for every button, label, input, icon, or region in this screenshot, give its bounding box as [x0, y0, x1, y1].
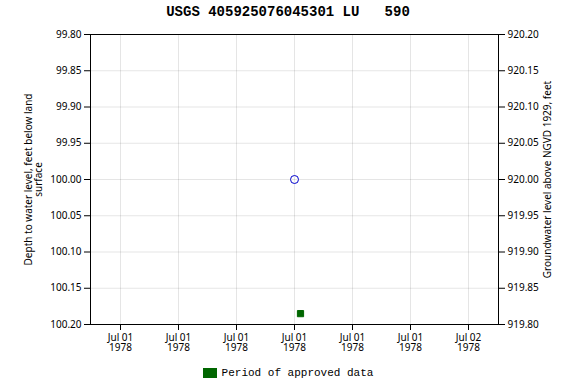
- svg-text:99.95: 99.95: [56, 135, 82, 149]
- svg-text:Jul 011978: Jul 011978: [223, 330, 250, 354]
- svg-text:99.85: 99.85: [56, 63, 82, 77]
- html-text:Period of approved data: Period of approved data: [221, 367, 374, 379]
- svg-text:920.05: 920.05: [508, 135, 540, 149]
- svg-text:920.15: 920.15: [508, 63, 540, 77]
- svg-text:919.80: 919.80: [508, 317, 540, 331]
- svg-text:919.85: 919.85: [508, 280, 540, 294]
- svg-text:Jul 011978: Jul 011978: [281, 330, 308, 354]
- svg-text:100.00: 100.00: [50, 172, 82, 186]
- svg-text:920.20: 920.20: [508, 27, 540, 41]
- svg-text:919.90: 919.90: [508, 244, 540, 258]
- svg-text:920.10: 920.10: [508, 99, 540, 113]
- svg-text:100.05: 100.05: [50, 208, 82, 222]
- svg-text:Jul 011978: Jul 011978: [165, 330, 192, 354]
- svg-text:99.80: 99.80: [56, 27, 82, 41]
- svg-text:100.20: 100.20: [50, 317, 82, 331]
- svg-text:Groundwater level above NGVD 1: Groundwater level above NGVD 1929, feet: [540, 80, 554, 278]
- svg-text:920.00: 920.00: [508, 172, 540, 186]
- html-text:USGS 405925076045301 LU 590: USGS 405925076045301 LU 590: [166, 4, 410, 20]
- svg-text:100.15: 100.15: [50, 280, 82, 294]
- svg-text:Jul 011978: Jul 011978: [397, 330, 424, 354]
- svg-text:Jul 011978: Jul 011978: [107, 330, 134, 354]
- svg-text:Jul 021978: Jul 021978: [455, 330, 482, 354]
- svg-text:99.90: 99.90: [56, 99, 82, 113]
- svg-text:Jul 011978: Jul 011978: [339, 330, 366, 354]
- svg-text:Depth to water level, feet bel: Depth to water level, feet below landsur…: [21, 94, 45, 266]
- svg-text:919.95: 919.95: [508, 208, 540, 222]
- svg-text:100.10: 100.10: [50, 244, 82, 258]
